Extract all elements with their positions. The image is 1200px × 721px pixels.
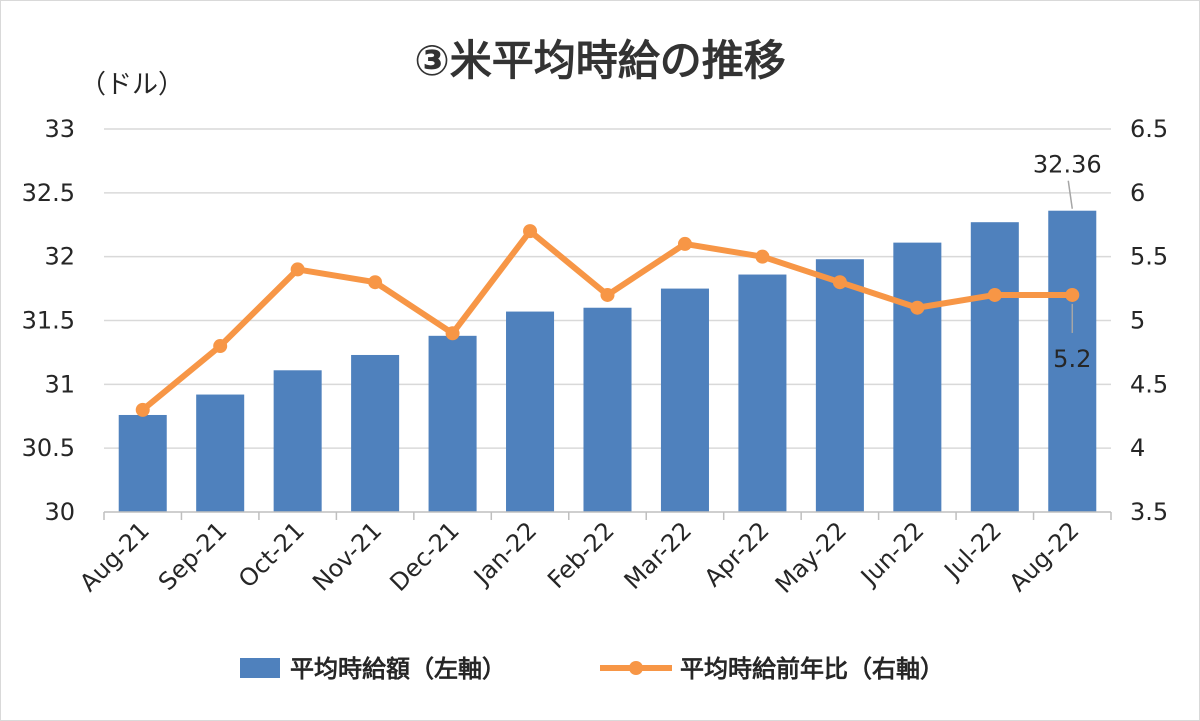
gridlines — [104, 128, 1111, 449]
bar — [273, 370, 322, 512]
line-point — [755, 249, 770, 264]
x-axis-tick-label: Nov-21 — [307, 516, 387, 596]
legend-line-marker — [629, 661, 643, 675]
x-axis-tick-label: May-22 — [770, 516, 852, 598]
right-axis-tick-label: 3.5 — [1130, 498, 1168, 526]
x-axis-tick-label: Aug-21 — [74, 516, 155, 597]
line-point — [600, 287, 615, 302]
data-label-bar: 32.36 — [1033, 151, 1102, 179]
right-axis-tick-label: 4.5 — [1130, 370, 1168, 398]
left-axis-tick-label: 30 — [44, 498, 75, 526]
right-axis-tick-label: 4 — [1130, 434, 1145, 462]
x-axis-tick-label: Oct-21 — [233, 516, 310, 593]
data-label-line: 5.2 — [1053, 345, 1091, 373]
line-point — [1065, 287, 1080, 302]
line-point — [677, 236, 692, 251]
x-axis-tick-label: Feb-22 — [542, 516, 620, 594]
bar — [660, 288, 709, 512]
line-point — [368, 275, 383, 290]
left-axis-tick-label: 31.5 — [22, 307, 75, 335]
bar — [351, 354, 400, 512]
line-point — [832, 275, 847, 290]
line-point — [445, 326, 460, 341]
line-point — [910, 300, 925, 315]
x-axis-tick-label: Sep-21 — [153, 516, 233, 596]
x-axis-tick-label: Dec-21 — [384, 516, 464, 596]
legend-bar-label: 平均時給額（左軸） — [290, 655, 506, 683]
bar — [196, 394, 245, 512]
chart-title: ③米平均時給の推移 — [414, 36, 786, 85]
left-axis-tick-label: 32.5 — [22, 179, 75, 207]
legend-bar-swatch — [240, 658, 280, 678]
line-point — [523, 224, 538, 239]
line-point — [213, 339, 228, 354]
data-labels: 32.36 5.2 — [1033, 151, 1102, 373]
left-axis-tick-label: 33 — [44, 115, 75, 143]
bar — [893, 242, 942, 512]
bar — [506, 311, 555, 512]
x-axis-tick-label: Apr-22 — [699, 516, 775, 592]
data-label-leader — [1067, 180, 1074, 209]
bar — [738, 274, 787, 512]
line-point — [987, 287, 1002, 302]
left-axis-tick-label: 32 — [44, 243, 75, 271]
bar — [428, 335, 477, 512]
line-point — [290, 262, 305, 277]
left-axis-tick-label: 30.5 — [22, 434, 75, 462]
left-axis-tick-label: 31 — [44, 370, 75, 398]
bar — [118, 414, 167, 512]
right-axis-tick-label: 6.5 — [1130, 115, 1168, 143]
bar — [970, 222, 1019, 513]
right-axis-tick-label: 6 — [1130, 179, 1145, 207]
x-axis-tick-label: Mar-22 — [619, 516, 697, 594]
bar — [583, 307, 632, 512]
line-series — [135, 224, 1080, 417]
x-axis-tick-label: Aug-22 — [1004, 516, 1085, 597]
bar — [1048, 210, 1097, 512]
right-axis-tick-label: 5 — [1130, 307, 1145, 335]
x-axis-tick-label: Jan-22 — [467, 516, 542, 591]
left-axis-unit-label: （ドル） — [80, 70, 184, 100]
bar-series — [118, 210, 1097, 513]
legend: 平均時給額（左軸） 平均時給前年比（右軸） — [240, 655, 944, 683]
right-axis-tick-label: 5.5 — [1130, 243, 1168, 271]
x-axis-tick-label: Jun-22 — [854, 516, 929, 591]
legend-line-label: 平均時給前年比（右軸） — [680, 655, 944, 683]
bar — [815, 259, 864, 512]
x-axis-tick-label: Jul-22 — [938, 516, 1007, 585]
line-point — [135, 402, 150, 417]
